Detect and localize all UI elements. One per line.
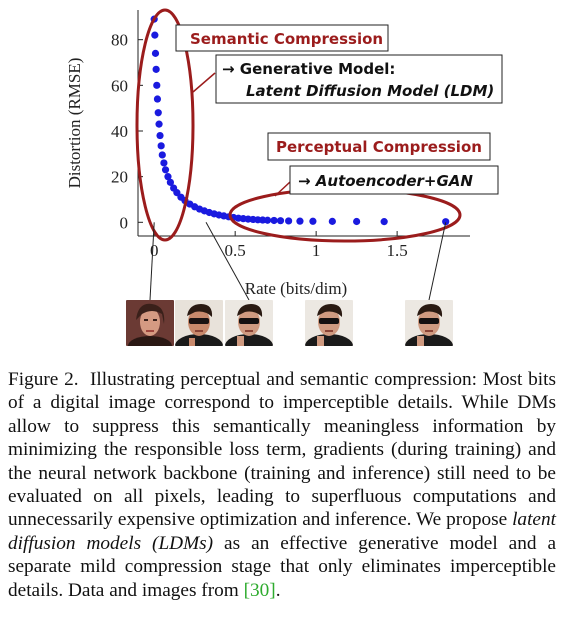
thumbnail-woman [126,300,174,346]
portrait-woman-image [126,300,174,346]
x-tick-label: 1.5 [386,241,407,260]
semantic-connector [192,72,216,93]
y-tick-label: 40 [111,122,128,141]
y-axis-label: Distortion (RMSE) [65,58,84,189]
portrait-man-image [225,300,273,346]
data-point [157,142,165,150]
semantic-label: Semantic Compression [190,30,383,48]
data-point [151,31,159,39]
thumbnail-man-4 [405,300,453,346]
data-point [161,166,170,174]
data-point [276,217,285,225]
y-tick-label: 0 [120,213,129,232]
perceptual-sub-box [289,165,499,195]
data-point [156,131,164,140]
x-tick-label: 1 [312,241,321,260]
data-point [285,217,293,225]
data-point [328,217,336,225]
caption-reference-link[interactable]: [30] [243,579,276,601]
x-tick-label: 0 [150,241,159,260]
y-tick-label: 80 [111,31,128,50]
perceptual-ellipse [228,187,462,243]
data-point [380,218,388,226]
portrait-man-image [175,300,223,346]
caption-text-part2: as an effective generative model and a s… [8,532,557,601]
y-tick-label: 20 [111,168,128,187]
semantic-label-box [175,24,389,52]
data-point [155,120,163,128]
perceptual-label: Perceptual Compression [276,138,482,156]
caption-emphasis: latent diffusion models (LDMs) [8,509,556,554]
data-point [263,216,272,224]
caption-text-part1: Illustrating perceptual and semantic com… [8,369,557,531]
rate-distortion-chart: 0 20 40 60 80 0 0.5 1 1.5 Semantic Compression →… [65,8,503,300]
perceptual-label-box [267,132,491,161]
data-point [158,151,166,159]
data-point [442,218,450,226]
semantic-sub-line1: → Generative Model: [222,60,395,78]
y-tick-label: 60 [111,76,128,95]
thumbnail-guide-line [149,222,155,300]
figure-caption: Figure 2. Illustrating perceptual and se… [8,368,556,602]
data-point [160,159,168,167]
thumbnail-guide-line [428,222,447,300]
thumbnail-man-2 [225,300,273,346]
semantic-sub-line2: Latent Diffusion Model (LDM) [246,82,494,100]
caption-text-end: . [275,579,281,601]
thumbnail-man-1 [175,300,223,346]
data-point [353,217,361,226]
x-axis-label: Rate (bits/dim) [245,279,347,298]
data-point [151,49,160,57]
data-point [309,217,317,225]
data-point [154,109,162,117]
semantic-sub-box [215,54,503,104]
portrait-man-image [305,300,353,346]
data-point [153,95,162,103]
data-point [153,81,161,89]
data-point [152,65,160,73]
portrait-man-image [405,300,453,346]
data-point [166,178,174,186]
figure: 0 20 40 60 80 0 0.5 1 1.5 Semantic Compression →… [65,8,503,346]
caption-figure-label: Figure 2. [8,369,79,390]
thumbnail-guide-line [205,222,250,300]
data-point [270,216,278,225]
data-point [296,217,304,225]
semantic-ellipse [135,8,195,242]
perceptual-sub-line1: → Autoencoder+GAN [298,172,473,190]
data-point [164,173,172,181]
perceptual-connector [274,181,291,197]
thumbnail-man-3 [305,300,353,346]
x-tick-label: 0.5 [225,241,246,260]
